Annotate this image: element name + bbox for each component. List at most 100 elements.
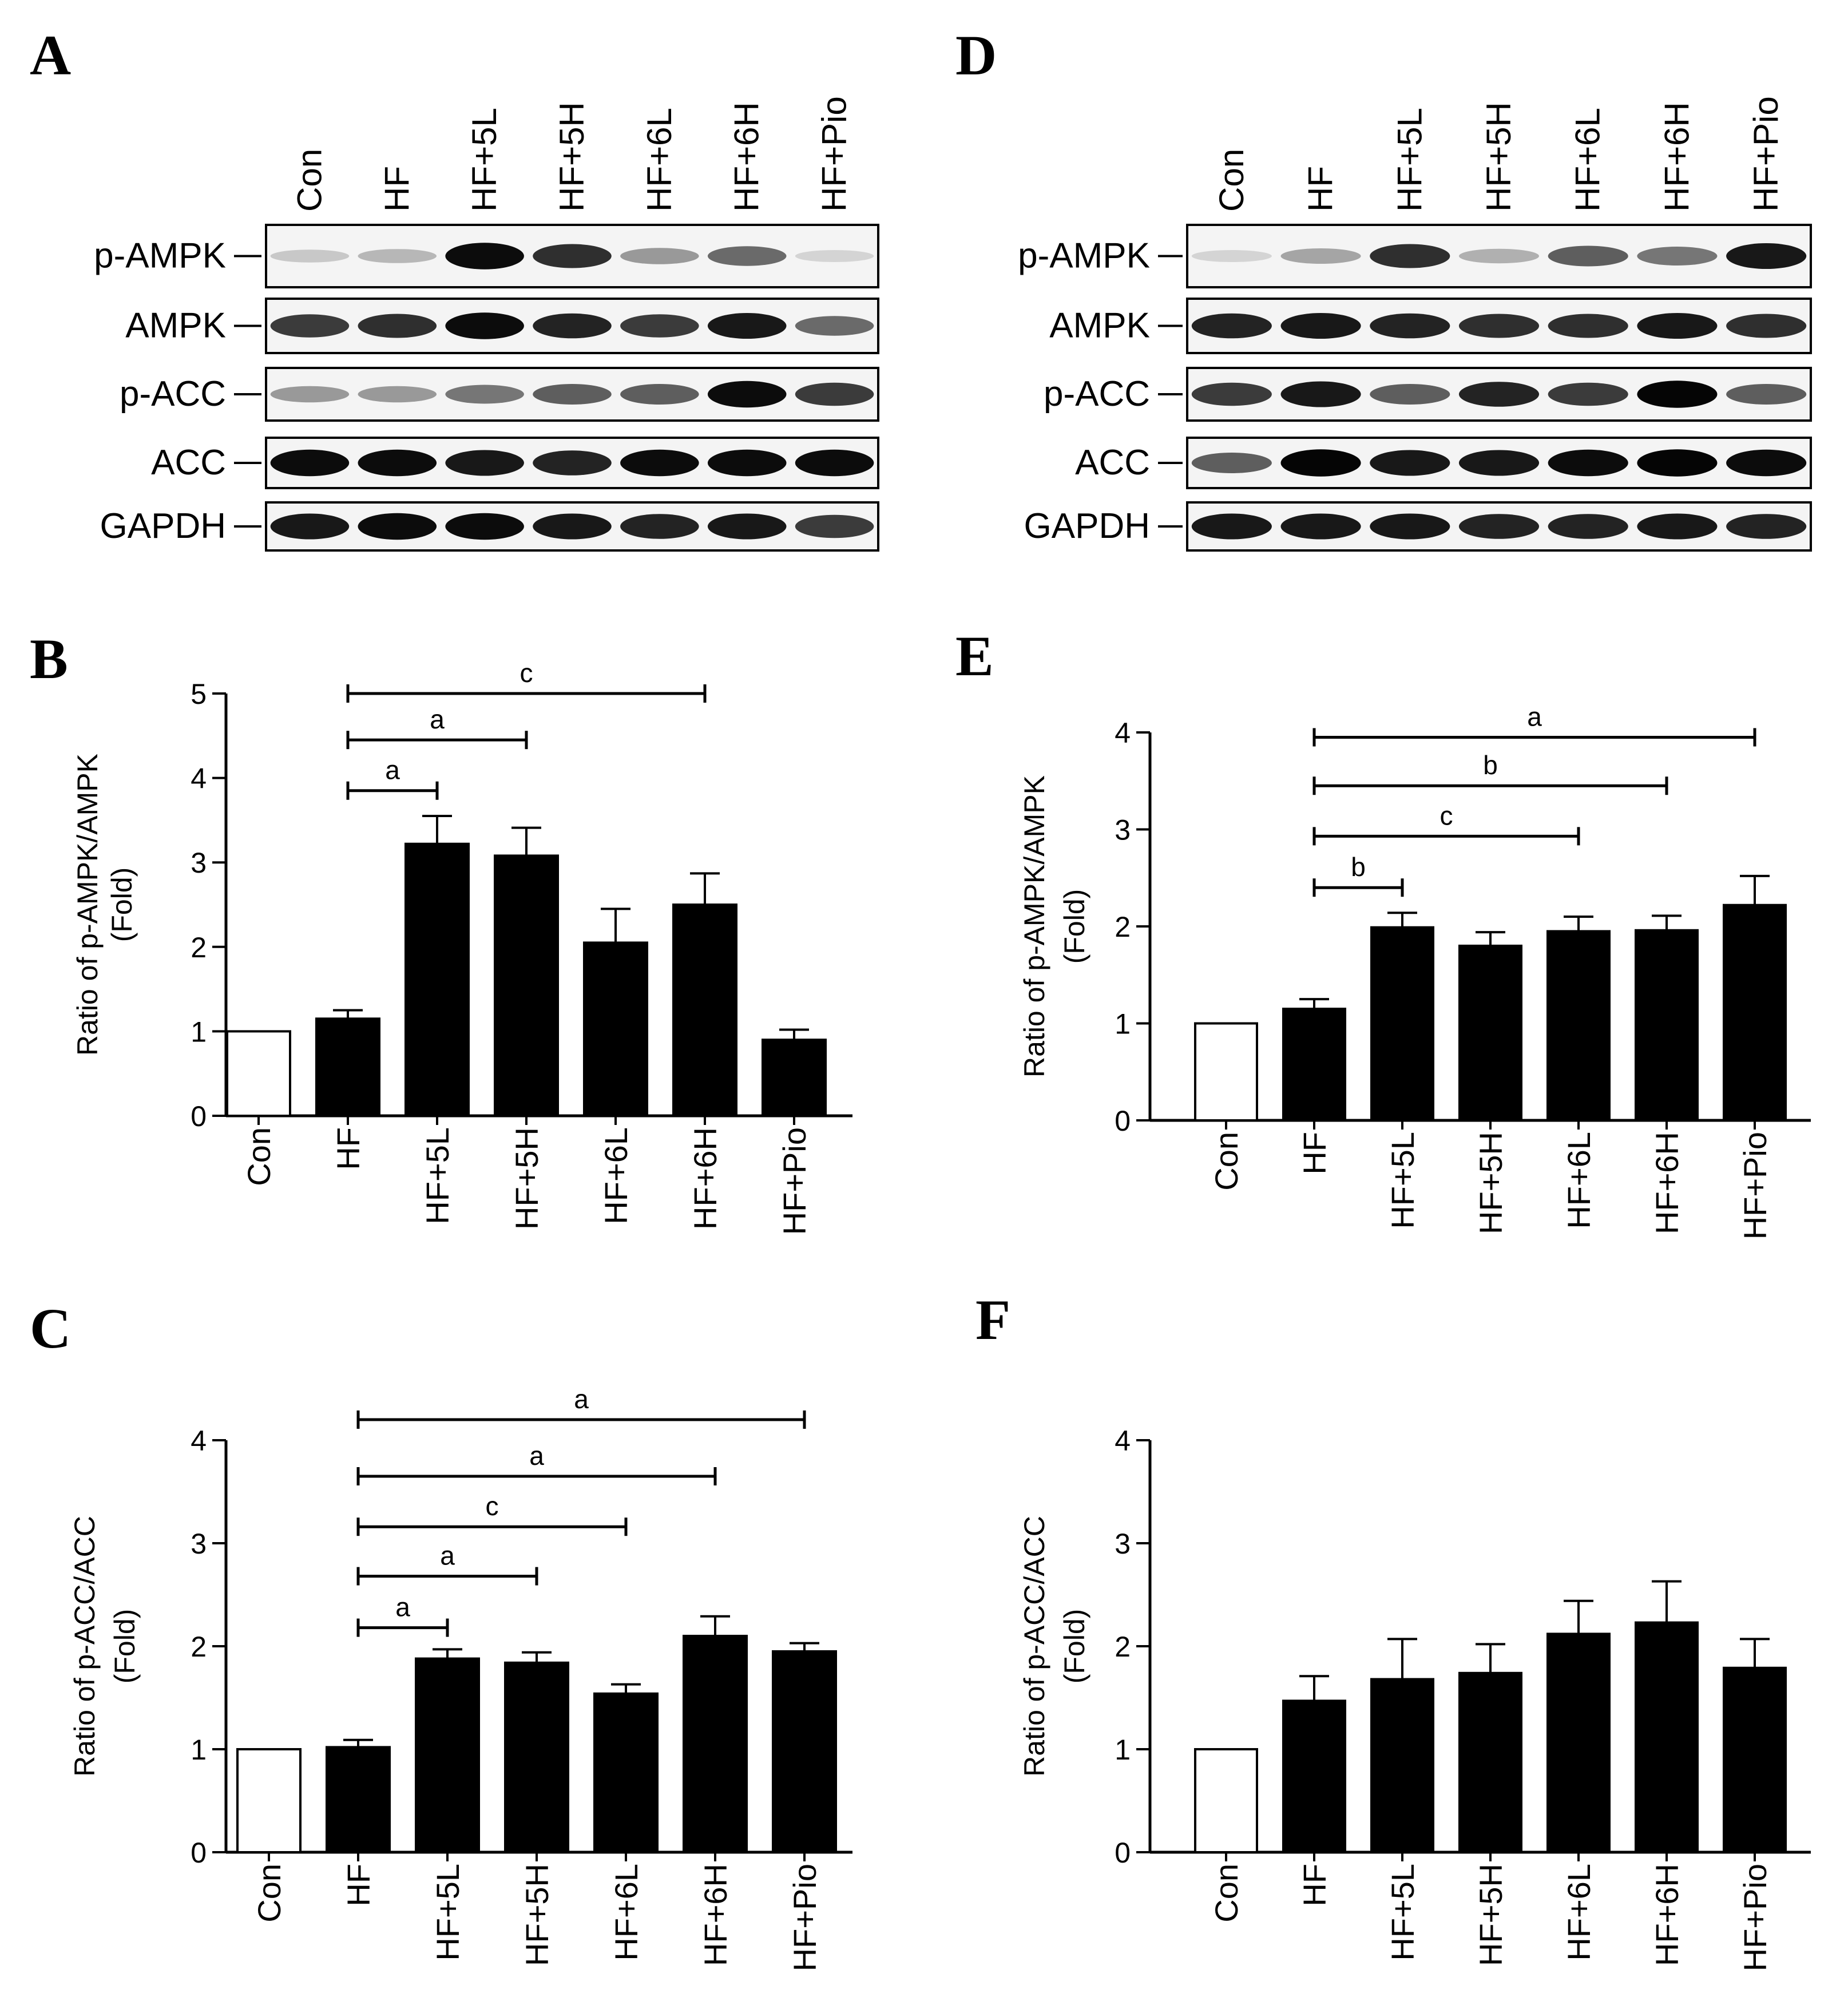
lane-label: HF+6H [1657,102,1696,212]
blot-band [620,248,699,264]
y-axis-label: Ratio of p-ACC/ACC [69,1516,101,1777]
blot-band [1191,313,1272,339]
blot-band [1548,514,1628,539]
bar [1458,1671,1522,1854]
bar [1546,1632,1611,1853]
significance-bracket: c [1312,801,1580,846]
blot-row: p-AMPK [94,224,879,288]
bar [1458,944,1522,1122]
lane-label: HF [1302,166,1340,212]
blot-band [1548,382,1628,406]
blot-band [1726,384,1807,405]
y-tick-label: 3 [1115,814,1131,846]
chart-panel-f: F 0 1 2 3 4 Ratio of p-ACC/ACC (Fold) Con HF HF+5L… [975,1288,1811,1971]
x-tick-label: HF+5H [519,1864,555,1966]
blot-row-label: AMPK [1049,306,1150,346]
bar [236,1748,302,1853]
blot-band [1637,313,1718,339]
bar [1723,1666,1787,1854]
blot-band [358,249,437,263]
y-axis-label: Ratio of p-AMPK/AMPK [72,754,104,1056]
blot-band [358,513,437,540]
blot-row-label: GAPDH [100,506,226,546]
blot-band [1280,313,1361,339]
x-tick-label: HF+Pio [1737,1132,1773,1239]
lane-label: HF+5H [1480,102,1518,212]
bar [226,1030,291,1118]
y-tick-label: 2 [191,1631,207,1663]
y-tick-label: 1 [1115,1008,1131,1040]
y-tick-label: 0 [191,1100,207,1132]
blot-band [1458,314,1540,338]
blot-band [270,449,350,477]
significance-label: b [1351,852,1366,882]
lane-label: HF+Pio [1747,96,1785,212]
x-tick-label: HF+6L [608,1864,644,1961]
blot-row-label: ACC [1075,443,1150,482]
x-tick-label: Con [1208,1864,1244,1923]
y-tick-label: 4 [191,1425,207,1457]
blot-band [795,316,874,336]
blot-row-label: p-ACC [120,374,226,414]
blot-band [620,314,699,338]
blot-band [1637,247,1718,266]
bar [1194,1022,1258,1122]
blot-band [358,314,437,338]
blot-band [1726,314,1807,338]
blot-row: ACC [151,437,879,489]
blot-band [533,244,612,268]
blot-band [270,314,350,338]
y-tick-label: 3 [191,1528,207,1560]
y-axis-label: Ratio of p-AMPK/AMPK [1018,775,1050,1077]
y-tick-label: 2 [1115,1631,1131,1663]
bar [593,1692,659,1854]
blot-band [1637,513,1718,540]
panel-letter-d: D [955,23,997,87]
significance-bracket: a [356,1384,806,1429]
blot-row: AMPK [125,298,879,354]
significance-label: a [385,755,400,785]
blot-band [1726,243,1807,269]
x-tick-label: HF [330,1127,366,1170]
significance-bracket: a [346,704,528,750]
panel-letter-a: A [30,23,71,87]
chart-panel-c: C 0 1 2 3 4 Ratio of p-ACC/ACC (Fold) Con HF HF+5L… [30,1297,852,1971]
y-axis-label: (Fold) [106,867,138,942]
significance-label: b [1483,750,1498,780]
blot-band [707,513,787,540]
blot-band [1191,382,1272,406]
significance-bracket: a [356,1592,449,1637]
bar [772,1650,837,1853]
blot-band [533,313,612,339]
bar [1635,929,1699,1122]
y-tick-label: 0 [1115,1105,1131,1137]
significance-label: a [1527,702,1542,731]
blot-band [1370,384,1450,405]
blot-band [1458,382,1540,407]
x-tick-label: HF+5L [1385,1864,1421,1961]
y-tick-label: 2 [1115,911,1131,943]
blot-band [795,449,874,477]
bar [672,904,737,1117]
significance-label: a [529,1441,544,1471]
x-tick-label: HF+6H [697,1864,733,1966]
blot-row-label: GAPDH [1024,506,1150,546]
blot-band [445,450,524,476]
chart-panel-e: E 0 1 2 3 4 Ratio of p-AMPK/AMPK (Fold) Con HF HF+… [955,624,1811,1239]
y-axis-label: (Fold) [1058,1609,1090,1684]
x-tick-label: HF+5H [509,1127,545,1230]
blot-band [707,381,787,408]
blot-band [445,243,524,270]
blot-row-label: p-AMPK [1018,236,1150,276]
x-tick-label: HF+5H [1473,1864,1509,1966]
blot-row: ACC [1075,437,1812,489]
blot-band [533,450,612,476]
blot-band [445,385,524,404]
bar [326,1746,391,1853]
blot-band [1370,450,1450,476]
x-tick-label: HF [340,1864,376,1907]
blot-band [1458,450,1540,476]
y-tick-label: 3 [191,847,207,879]
y-tick-label: 5 [191,678,207,710]
significance-bracket: c [356,1491,628,1536]
